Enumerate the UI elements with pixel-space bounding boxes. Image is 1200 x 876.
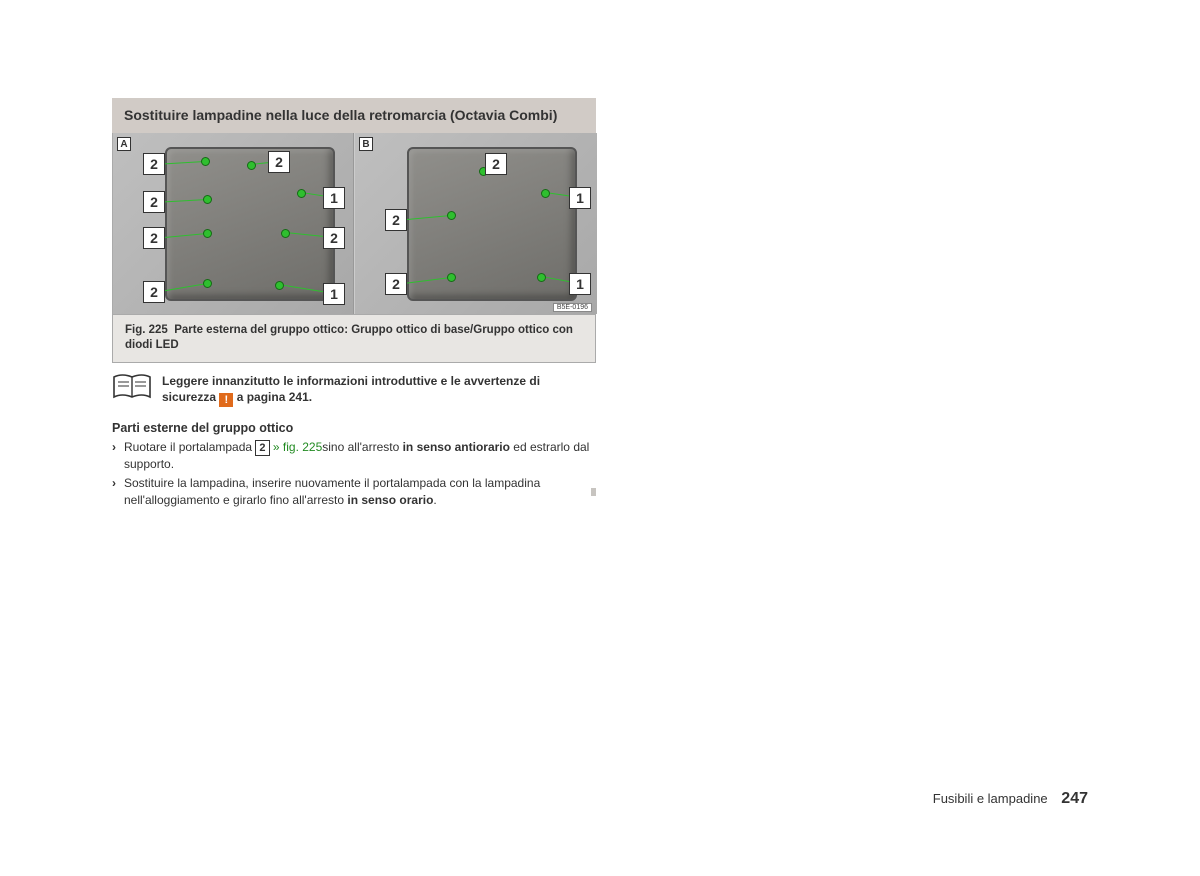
- callout-dot: [537, 273, 546, 282]
- image-code: B5E-0196: [553, 303, 592, 312]
- callout-box: 2: [268, 151, 290, 173]
- callout-box: 2: [143, 191, 165, 213]
- book-icon: [112, 373, 152, 401]
- callout-box: 2: [143, 281, 165, 303]
- callout-dot: [541, 189, 550, 198]
- safety-text: Leggere innanzitutto le informazioni int…: [162, 373, 596, 407]
- instruction-steps: Ruotare il portalampada 2 » fig. 225sino…: [112, 439, 596, 508]
- callout-box: 2: [143, 227, 165, 249]
- callout-dot: [247, 161, 256, 170]
- footer-section-name: Fusibili e lampadine: [933, 791, 1048, 806]
- callout-box: 2: [323, 227, 345, 249]
- figure-panel-b: B 2 1 2 2 1: [355, 133, 597, 314]
- warning-icon: !: [219, 393, 233, 407]
- callout-box: 1: [569, 273, 591, 295]
- figure-225: A 2 2 2 1 2 2 2 1 B 2 1 2 2 1 B5E-0196: [112, 133, 596, 315]
- callout-dot: [275, 281, 284, 290]
- safety-notice: Leggere innanzitutto le informazioni int…: [112, 373, 596, 407]
- figure-panel-a: A 2 2 2 1 2 2 2 1: [113, 133, 354, 314]
- page-number: 247: [1061, 790, 1088, 807]
- step-1: Ruotare il portalampada 2 » fig. 225sino…: [112, 439, 596, 473]
- callout-dot: [281, 229, 290, 238]
- step-2: Sostituire la lampadina, inserire nuovam…: [112, 475, 596, 509]
- page-footer: Fusibili e lampadine 247: [933, 790, 1088, 808]
- callout-dot: [201, 157, 210, 166]
- figure-number: Fig. 225: [125, 324, 168, 336]
- section-end-marker-icon: [591, 488, 596, 496]
- callout-box: 1: [569, 187, 591, 209]
- figure-reference-link[interactable]: » fig. 225: [270, 440, 323, 454]
- callout-box: 1: [323, 283, 345, 305]
- inline-callout-2: 2: [255, 440, 269, 456]
- callout-dot: [447, 273, 456, 282]
- figure-caption: Fig. 225 Parte esterna del gruppo ottico…: [112, 315, 596, 363]
- callout-dot: [297, 189, 306, 198]
- panel-label-a: A: [117, 137, 131, 151]
- callout-dot: [447, 211, 456, 220]
- callout-dot: [203, 195, 212, 204]
- taillight-illustration-a: [165, 147, 335, 301]
- callout-box: 2: [385, 273, 407, 295]
- callout-dot: [203, 279, 212, 288]
- panel-label-b: B: [359, 137, 373, 151]
- callout-box: 2: [385, 209, 407, 231]
- callout-box: 1: [323, 187, 345, 209]
- callout-box: 2: [143, 153, 165, 175]
- callout-dot: [203, 229, 212, 238]
- section-heading: Sostituire lampadine nella luce della re…: [112, 98, 596, 133]
- callout-box: 2: [485, 153, 507, 175]
- figure-caption-text: Parte esterna del gruppo ottico: Gruppo …: [125, 324, 573, 352]
- subheading: Parti esterne del gruppo ottico: [112, 421, 596, 435]
